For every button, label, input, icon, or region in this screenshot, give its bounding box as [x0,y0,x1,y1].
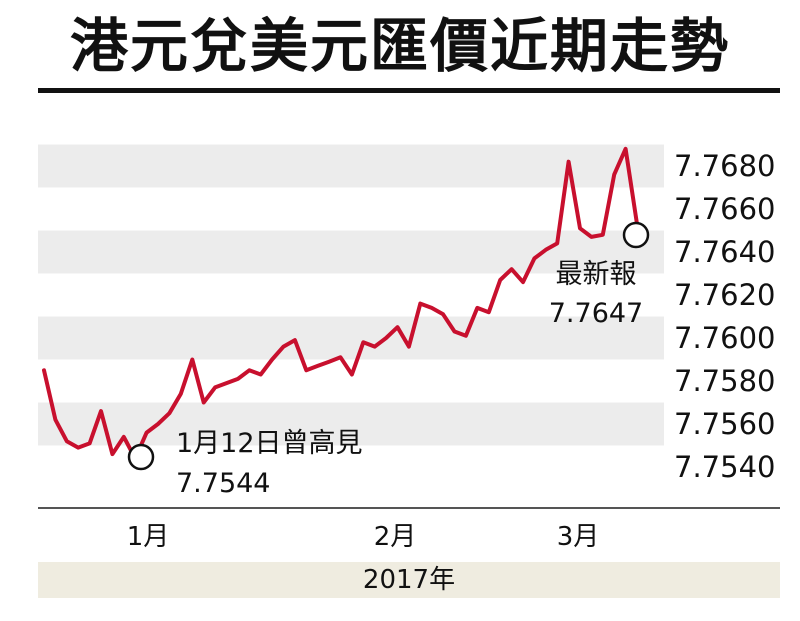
annotation-value: 7.7544 [176,468,270,499]
y-tick-label: 7.7560 [674,407,775,441]
x-axis-tick-labels: 1月 2月 3月 [127,522,600,552]
y-tick-label: 7.7540 [674,450,775,484]
annotation-value: 7.7647 [549,298,643,329]
annotation-label: 1月12日曾高見 [176,428,363,459]
y-axis-tick-labels: 7.7680 7.7660 7.7640 7.7620 7.7600 7.7580 7.75… [674,149,775,484]
y-tick-label: 7.7580 [674,364,775,398]
x-tick-label: 3月 [557,522,600,552]
y-tick-label: 7.7600 [674,321,775,355]
title-rule [38,88,780,93]
y-tick-label: 7.7660 [674,192,775,226]
grid-bands [38,144,664,446]
annotation-marker [127,443,155,471]
grid-band [38,316,664,360]
y-tick-label: 7.7620 [674,278,775,312]
y-tick-label: 7.7680 [674,149,775,183]
y-tick-label: 7.7640 [674,235,775,269]
x-axis-year-label: 2017年 [362,565,456,595]
annotation-label: 最新報 [556,259,637,290]
annotations: 1月12日曾高見 7.7544 最新報 7.7647 [127,221,650,499]
x-tick-label: 2月 [374,522,417,552]
grid-band [38,144,664,188]
series-line-hkd-usd [42,146,639,461]
year-band [38,562,780,598]
annotation-marker [622,221,650,249]
chart-title: 港元兌美元匯價近期走勢 [69,12,730,80]
x-tick-label: 1月 [127,522,170,552]
